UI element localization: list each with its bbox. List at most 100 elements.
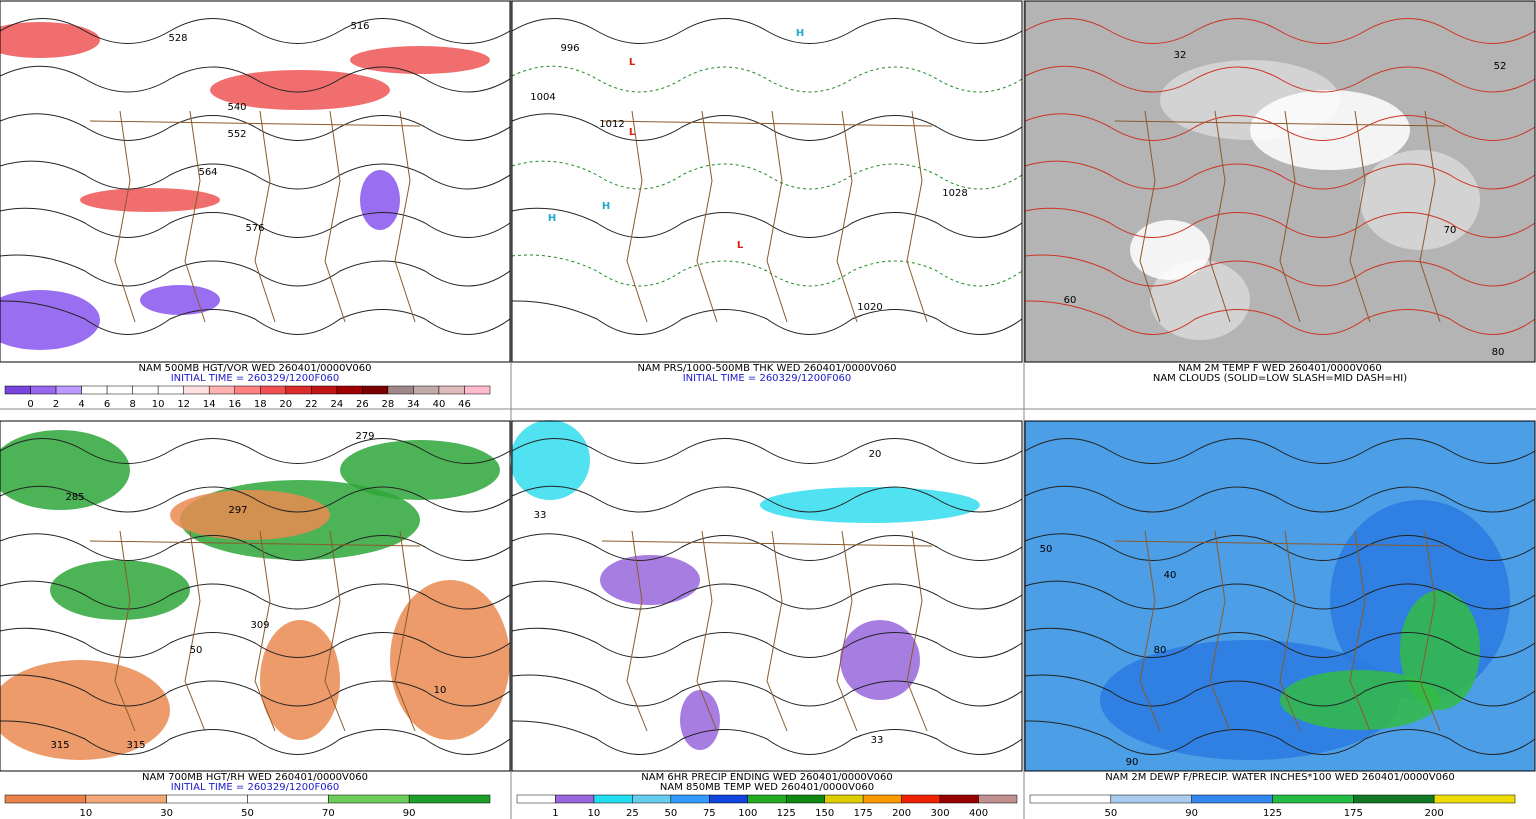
contour: [0, 627, 511, 658]
colorbar-label: 28: [382, 399, 395, 410]
state-border: [1209, 530, 1231, 732]
colorbar-label: 10: [79, 808, 92, 819]
contour: [511, 674, 1023, 707]
contour-label: H: [548, 213, 556, 224]
border: [89, 540, 421, 547]
state-border: [114, 110, 136, 323]
map: [511, 420, 1023, 772]
contour: [1024, 300, 1536, 335]
map-frame: [1024, 0, 1536, 363]
colorbar-label: 10: [588, 808, 601, 819]
shading: [1400, 590, 1480, 710]
contour: [1024, 627, 1536, 658]
contour-label: 285: [65, 492, 84, 503]
colorbar-label: 0: [27, 399, 33, 410]
contour: [1024, 18, 1536, 44]
state-border: [766, 110, 788, 323]
contour-label: 996: [560, 43, 579, 54]
contour-label: 80: [1492, 347, 1505, 358]
caption: NAM 500MB HGT/VOR WED 260401/0000V060: [139, 363, 372, 374]
contour: [511, 18, 1023, 44]
state-border: [394, 530, 416, 732]
state-border: [1419, 110, 1441, 323]
state-border: [626, 110, 648, 323]
border: [1114, 120, 1446, 127]
shading: [210, 70, 390, 110]
colorbar-label: 1: [552, 808, 558, 819]
colorbar-label: 25: [626, 808, 639, 819]
contour-label: 279: [355, 431, 374, 442]
shading: [680, 690, 720, 750]
contour: [0, 160, 511, 190]
map-frame: [0, 0, 511, 363]
contour-label: 1020: [857, 302, 882, 313]
shading: [600, 555, 700, 605]
colorbar-label: 34: [407, 399, 420, 410]
colorbar-label: 16: [228, 399, 241, 410]
contour: [0, 720, 511, 755]
colorbar-swatch: [516, 794, 556, 804]
colorbar-label: 200: [892, 808, 911, 819]
contour-label: 315: [50, 740, 69, 751]
shading: [760, 487, 980, 523]
map-frame: [511, 0, 1023, 363]
contour: [1024, 438, 1536, 464]
contour: [511, 207, 1023, 238]
colorbar-swatch: [4, 385, 31, 395]
colorbar-swatch: [132, 385, 159, 395]
contour-label: 309: [250, 620, 269, 631]
shading: [1250, 90, 1410, 170]
caption: NAM 700MB HGT/RH WED 260401/0000V060: [142, 772, 368, 783]
contour-label: H: [796, 28, 804, 39]
contour: [511, 254, 1023, 287]
contour: [1024, 720, 1536, 755]
caption: NAM 6HR PRECIP ENDING WED 260401/0000V06…: [641, 772, 892, 783]
contour-label: H: [602, 201, 610, 212]
colorbar-label: 70: [322, 808, 335, 819]
colorbar-label: 125: [777, 808, 796, 819]
shading: [1130, 220, 1210, 280]
shading: [0, 660, 170, 760]
map-frame: [1024, 420, 1536, 772]
colorbar-swatch: [464, 385, 491, 395]
colorbar-label: 4: [78, 399, 84, 410]
contour-label: 564: [198, 167, 217, 178]
contour-label: 315: [126, 740, 145, 751]
colorbar-swatch: [901, 794, 941, 804]
contour: [511, 113, 1023, 141]
colorbar-swatch: [709, 794, 749, 804]
contour: [0, 254, 511, 287]
contour: [0, 674, 511, 707]
contour-label: 1004: [530, 92, 555, 103]
shading: [80, 188, 220, 212]
map-frame: [0, 420, 511, 772]
colorbar-label: 200: [1425, 808, 1444, 819]
state-border: [1349, 110, 1371, 323]
colorbar-swatch: [183, 385, 210, 395]
panel: 32 52 80 60 70 NAM 2M TEMP F WED 260401/0000V…: [1024, 0, 1536, 384]
contour-label: 1012: [599, 119, 624, 130]
colorbar-label: 2: [53, 399, 59, 410]
shading: [0, 290, 100, 350]
colorbar-swatch: [285, 385, 312, 395]
state-border: [1139, 530, 1161, 732]
contour-label: 52: [1494, 61, 1507, 72]
map-frame: [511, 420, 1023, 772]
colorbar-swatch: [328, 794, 410, 804]
contour: [1024, 207, 1536, 238]
colorbar-label: 24: [330, 399, 343, 410]
state-border: [1279, 110, 1301, 323]
contour-label: 1028: [942, 188, 967, 199]
state-border: [114, 530, 136, 732]
colorbar-label: 26: [356, 399, 369, 410]
state-border: [836, 530, 858, 732]
colorbar-swatch: [81, 385, 108, 395]
contour-label: 576: [245, 223, 264, 234]
state-border: [836, 110, 858, 323]
shading: [1150, 260, 1250, 340]
state-border: [324, 110, 346, 323]
contour: [511, 580, 1023, 610]
contour-label: 33: [534, 510, 547, 521]
colorbar-swatch: [593, 794, 633, 804]
